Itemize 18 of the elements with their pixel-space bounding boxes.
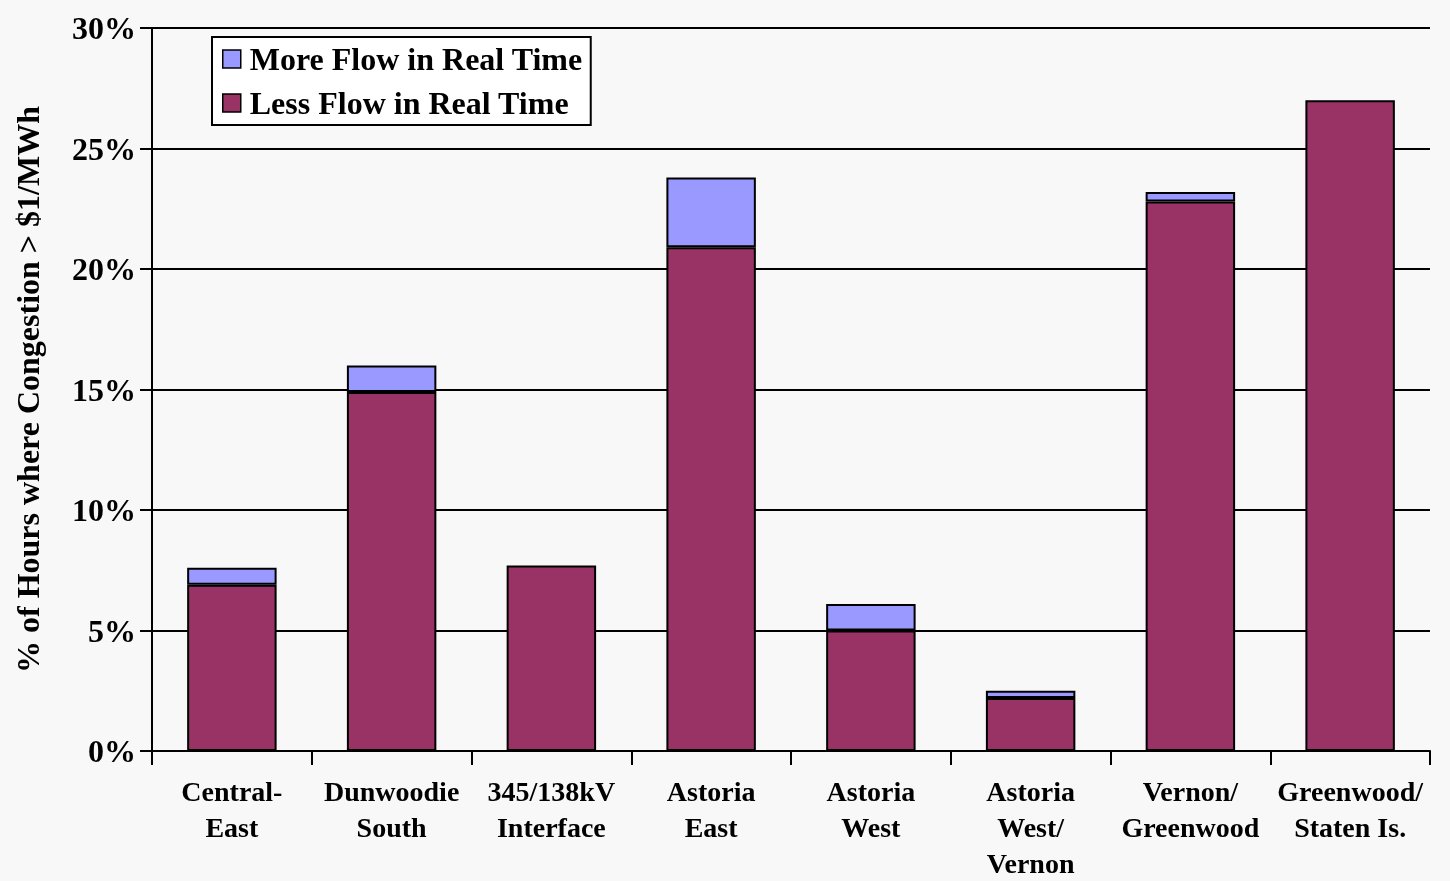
legend-label: More Flow in Real Time — [249, 41, 583, 77]
x-tick-label: Vernon/ Greenwood — [1121, 775, 1260, 843]
x-tick-label: Dunwoodie South — [323, 775, 460, 843]
y-tick-label: 30% — [72, 10, 136, 46]
y-tick-label: 5% — [88, 612, 136, 649]
x-tick-label: Astoria West — [826, 775, 916, 843]
y-tick-label: 25% — [72, 130, 136, 167]
y-tick-label: 10% — [72, 492, 136, 528]
x-tick-label: Astoria West/ Vernon — [986, 775, 1075, 879]
y-axis-title: % of Hours where Congestion > $1/MWh — [10, 105, 46, 673]
y-tick-label: 15% — [72, 371, 136, 408]
legend-label: Less Flow in Real Time — [249, 85, 569, 121]
x-tick-label: Astoria East — [666, 775, 756, 843]
y-tick-label: 0% — [88, 733, 136, 769]
x-tick-label: Central-East — [181, 775, 283, 843]
x-tick-label: 345/138kV Interface — [487, 775, 616, 843]
x-tick-label: Greenwood/ Staten Is. — [1277, 775, 1425, 843]
y-tick-label: 20% — [72, 251, 136, 287]
